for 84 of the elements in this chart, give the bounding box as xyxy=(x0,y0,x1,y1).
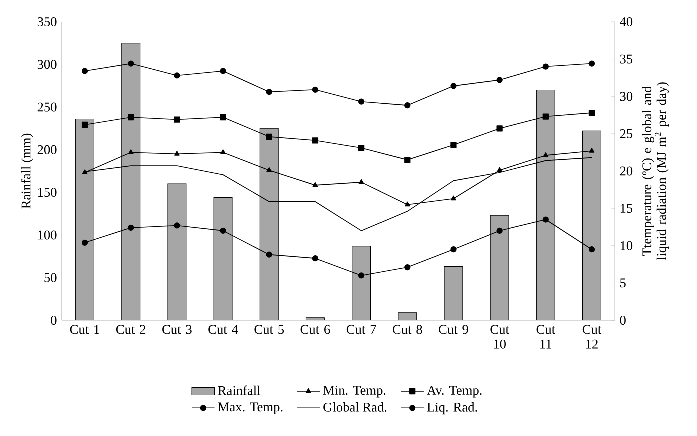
x-tick-label: Cut 11 xyxy=(536,325,556,348)
point xyxy=(588,60,596,67)
legend-label: Rainfall xyxy=(218,386,261,396)
point xyxy=(588,110,596,116)
legend-label: Av. Temp. xyxy=(427,386,482,398)
legend-label: Max. Temp. xyxy=(218,402,283,414)
point xyxy=(450,246,457,252)
y2-tick-label: 40 xyxy=(620,17,633,26)
y-axis-title: Rainfall (mm) xyxy=(21,134,34,209)
point xyxy=(82,68,88,74)
point xyxy=(266,88,272,95)
point xyxy=(312,182,318,187)
point xyxy=(497,167,503,172)
point xyxy=(358,272,365,279)
y-tick-label: 150 xyxy=(38,188,57,197)
y-tick-label: 200 xyxy=(38,145,57,154)
point xyxy=(128,224,134,231)
point xyxy=(128,114,134,120)
point xyxy=(174,116,180,123)
point xyxy=(496,228,503,234)
point xyxy=(450,142,457,148)
point xyxy=(174,150,180,156)
point xyxy=(128,60,134,67)
point xyxy=(82,122,88,128)
x-tick-label: Cut 12 xyxy=(582,325,602,348)
y-tick-label: 250 xyxy=(38,102,57,112)
point xyxy=(358,144,365,151)
point xyxy=(82,169,88,174)
y-tick-label: 300 xyxy=(38,60,57,69)
point xyxy=(496,76,503,84)
y2-tick-label: 0 xyxy=(620,316,626,325)
point xyxy=(174,72,180,79)
x-tick-label: Cut 2 xyxy=(116,325,146,334)
point xyxy=(312,255,319,262)
point xyxy=(220,228,226,234)
point xyxy=(542,113,549,120)
point xyxy=(220,68,226,74)
y-tick-label: 100 xyxy=(38,230,57,240)
point xyxy=(358,179,364,184)
point xyxy=(404,264,411,270)
y2-tick-label: 30 xyxy=(620,92,633,101)
legend-label: Min. Temp. xyxy=(323,386,386,398)
y2-tick-label: 10 xyxy=(620,241,633,250)
legend-label: Global Rad. xyxy=(324,402,387,412)
x-tick-label: Cut 4 xyxy=(208,325,238,334)
point xyxy=(543,152,549,158)
point xyxy=(220,114,226,120)
y-tick-label: 350 xyxy=(38,17,57,26)
point xyxy=(266,167,272,172)
point xyxy=(358,98,365,105)
point xyxy=(542,63,549,70)
x-tick-label: Cut 7 xyxy=(346,325,376,334)
point xyxy=(404,202,410,206)
y2-tick-label: 35 xyxy=(620,54,633,64)
x-tick-label: Cut 1 xyxy=(70,325,100,334)
point xyxy=(266,134,272,140)
point xyxy=(542,216,549,223)
x-tick-label: Cut 10 xyxy=(490,325,510,349)
point xyxy=(450,82,457,90)
y-tick-label: 0 xyxy=(51,316,57,325)
y2-tick-label: 5 xyxy=(620,278,626,288)
point xyxy=(404,156,411,163)
y2-tick-label: 20 xyxy=(620,166,633,176)
y2-tick-label: 25 xyxy=(620,129,633,138)
point xyxy=(312,86,319,93)
point xyxy=(496,125,503,132)
point xyxy=(451,196,456,200)
y2-tick-label: 15 xyxy=(620,204,633,213)
point xyxy=(82,240,88,246)
legend-label: Liq. Rad. xyxy=(427,402,478,414)
point xyxy=(220,149,226,154)
point xyxy=(128,149,134,154)
x-tick-label: Cut 6 xyxy=(300,325,330,334)
x-tick-label: Cut 9 xyxy=(439,325,468,334)
point xyxy=(404,102,411,108)
point xyxy=(588,246,596,252)
point xyxy=(174,222,180,229)
x-tick-label: Cut 8 xyxy=(393,325,422,334)
point xyxy=(312,137,319,144)
point xyxy=(589,148,595,153)
y-tick-label: 50 xyxy=(44,273,57,282)
x-tick-label: Cut 5 xyxy=(254,325,284,334)
x-tick-label: Cut 3 xyxy=(162,325,192,334)
point xyxy=(266,252,272,258)
